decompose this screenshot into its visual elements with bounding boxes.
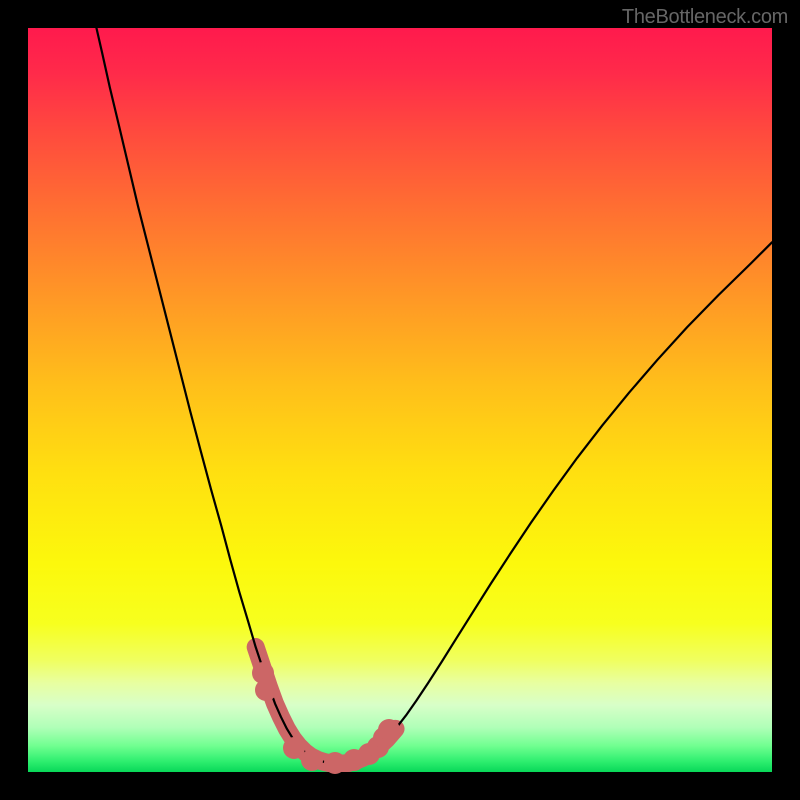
watermark-text: TheBottleneck.com (622, 6, 788, 29)
curve-marker (378, 719, 400, 741)
curve-marker (324, 752, 346, 774)
bottleneck-curve (28, 28, 772, 772)
plot-area (28, 28, 772, 772)
